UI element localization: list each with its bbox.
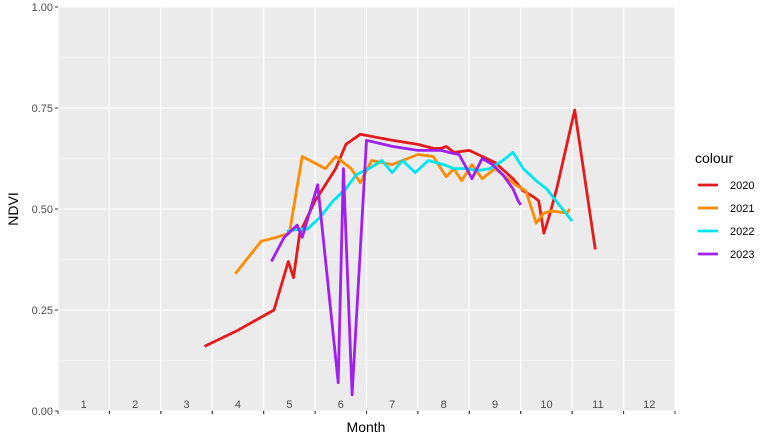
series-lines <box>203 108 597 397</box>
y-tick-label: 0.25 <box>32 305 53 317</box>
legend-title: colour <box>695 150 733 166</box>
x-tick-label: 5 <box>286 399 292 411</box>
x-tick-label: 7 <box>389 399 395 411</box>
x-tick-label: 3 <box>183 399 189 411</box>
y-tick-label: 0.00 <box>32 406 53 418</box>
legend-label-2023: 2023 <box>730 249 754 261</box>
x-tick-label: 4 <box>235 399 241 411</box>
x-tick-label: 8 <box>441 399 447 411</box>
legend-label-2020: 2020 <box>730 180 754 192</box>
y-tick-label: 1.00 <box>32 2 53 14</box>
x-tick-label: 6 <box>338 399 344 411</box>
y-tick-label: 0.75 <box>32 103 53 115</box>
series-line-2023 <box>270 138 522 397</box>
series-line-2020 <box>203 108 597 348</box>
y-axis-ticks: 0.00 0.25 0.50 0.75 1.00 <box>32 2 58 418</box>
legend-label-2021: 2021 <box>730 203 754 215</box>
legend-label-2022: 2022 <box>730 226 754 238</box>
legend: colour 2020 2021 2022 2023 <box>695 150 754 261</box>
x-tick-label: 1 <box>81 399 87 411</box>
x-tick-label: 12 <box>643 399 655 411</box>
series-line-2021 <box>234 153 571 275</box>
series-line-2022 <box>286 150 574 233</box>
x-tick-label: 11 <box>592 399 603 411</box>
x-tick-label: 9 <box>492 399 498 411</box>
y-axis-title: NDVI <box>5 192 21 225</box>
y-tick-label: 0.50 <box>32 204 53 216</box>
x-axis-title: Month <box>347 419 386 435</box>
x-axis-ticks: 1 2 3 4 5 6 7 8 9 10 11 12 <box>57 399 676 414</box>
x-tick-label: 10 <box>540 399 552 411</box>
x-tick-label: 2 <box>132 399 138 411</box>
